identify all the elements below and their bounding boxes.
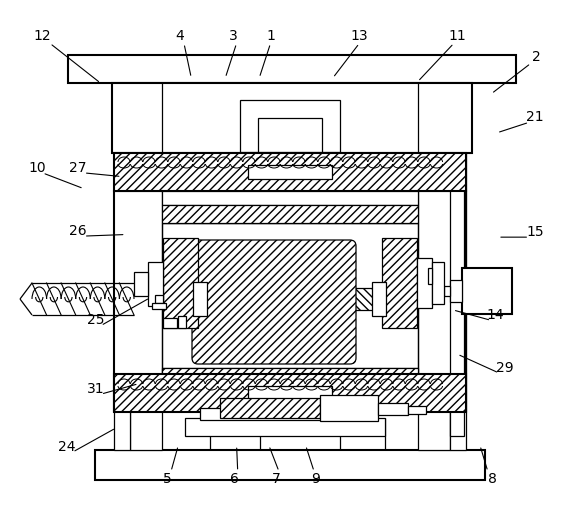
Bar [162, 191, 418, 205]
Bar [220, 398, 320, 418]
Text: 2: 2 [532, 50, 541, 64]
Bar [134, 272, 148, 296]
Bar [95, 450, 485, 480]
Bar [320, 395, 378, 421]
Bar [185, 418, 385, 436]
Bar [178, 316, 186, 328]
Bar [417, 258, 432, 308]
Text: 11: 11 [448, 29, 466, 43]
Text: 29: 29 [496, 361, 514, 375]
Text: 4: 4 [175, 29, 185, 43]
Text: 10: 10 [28, 161, 46, 174]
Text: 25: 25 [88, 314, 105, 327]
Text: 31: 31 [87, 382, 105, 396]
Bar [240, 100, 340, 152]
Text: 14: 14 [486, 308, 504, 322]
Bar [378, 403, 408, 415]
Bar [462, 268, 512, 314]
Bar [428, 268, 432, 284]
Bar [444, 286, 450, 296]
Text: 6: 6 [230, 472, 239, 485]
Text: 5: 5 [162, 472, 171, 485]
Text: 12: 12 [33, 29, 52, 43]
Bar [162, 205, 418, 223]
Text: 15: 15 [526, 225, 544, 239]
Bar [114, 152, 130, 450]
Bar [432, 262, 444, 304]
Text: 9: 9 [311, 472, 320, 485]
Bar [163, 288, 415, 310]
Text: 8: 8 [488, 472, 497, 485]
Bar [162, 223, 418, 391]
Bar [114, 153, 466, 191]
Text: 24: 24 [58, 440, 75, 454]
Bar [418, 152, 450, 450]
FancyBboxPatch shape [192, 240, 356, 364]
Bar [163, 238, 198, 328]
Bar [450, 152, 466, 450]
Text: 13: 13 [350, 29, 368, 43]
Text: 21: 21 [526, 110, 544, 124]
Bar [155, 295, 163, 303]
Bar [163, 318, 177, 328]
Bar [114, 374, 466, 412]
Text: 1: 1 [266, 29, 275, 43]
Text: 26: 26 [69, 224, 87, 238]
Bar [450, 280, 462, 302]
Text: 3: 3 [229, 29, 238, 43]
Bar [200, 408, 370, 420]
Bar [248, 165, 332, 179]
Bar [148, 262, 163, 306]
Bar [258, 118, 322, 152]
Bar [152, 303, 166, 309]
Bar [68, 55, 516, 83]
Bar [408, 406, 426, 414]
Text: 7: 7 [272, 472, 281, 485]
Bar [162, 368, 418, 386]
Bar [130, 152, 162, 450]
Text: 27: 27 [70, 161, 87, 174]
Bar [248, 386, 332, 400]
Bar [382, 238, 417, 328]
Bar [193, 282, 207, 316]
Bar [372, 282, 386, 316]
Bar [114, 191, 466, 411]
Bar [450, 168, 464, 436]
Bar [112, 83, 472, 153]
